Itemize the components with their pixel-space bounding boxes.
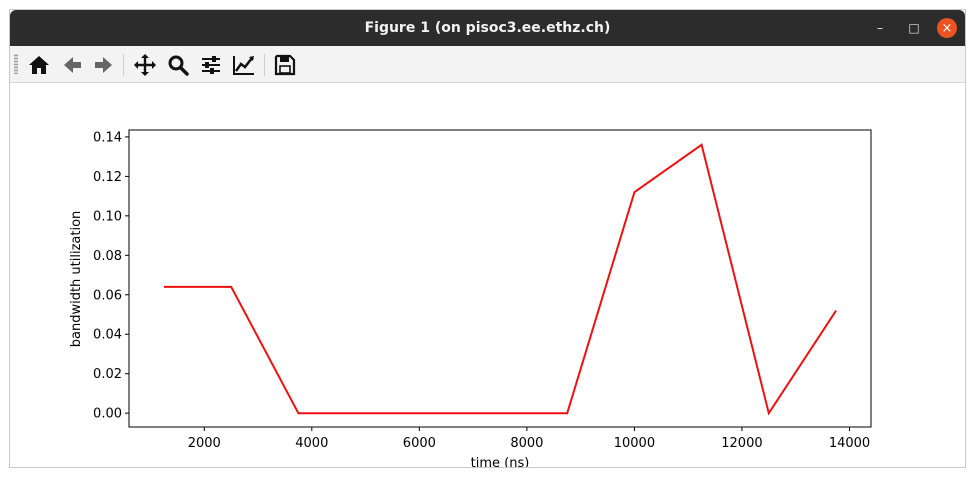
y-tick-label: 0.14	[93, 130, 122, 145]
y-tick-label: 0.12	[93, 170, 122, 185]
close-button[interactable]: ×	[937, 18, 957, 38]
line-chart[interactable]: 2000 4000 6000 8000 10000 12000 14000 0.00 0.02…	[10, 83, 966, 468]
plot-series	[163, 143, 837, 416]
home-icon	[29, 56, 49, 74]
toolbar-separator	[264, 54, 265, 76]
move-icon	[134, 54, 156, 76]
maximize-button[interactable]: □	[908, 21, 920, 35]
y-tick-label: 0.00	[93, 407, 122, 422]
save-button[interactable]	[272, 52, 298, 78]
window-title: Figure 1 (on pisoc3.ee.ethz.ch)	[364, 20, 611, 36]
y-tick-label: 0.04	[93, 328, 122, 343]
y-tick-label: 0.08	[93, 249, 122, 264]
line-chart-icon	[233, 56, 254, 75]
home-button[interactable]	[26, 52, 52, 78]
toolbar-separator	[123, 54, 124, 76]
x-axis-label: time (ns)	[471, 456, 530, 468]
x-tick-label: 4000	[295, 436, 328, 451]
edit-axis-button[interactable]	[231, 52, 257, 78]
x-tick-label: 2000	[188, 436, 221, 451]
minimize-button[interactable]: –	[877, 21, 883, 35]
pan-button[interactable]	[132, 52, 158, 78]
floppy-disk-icon	[274, 54, 296, 76]
toolbar-grip-icon[interactable]	[14, 54, 18, 74]
figure-window: Figure 1 (on pisoc3.ee.ethz.ch) – □ ×	[9, 9, 966, 468]
arrow-right-icon	[95, 57, 112, 73]
y-tick-label: 0.06	[93, 288, 122, 303]
y-axis-ticks: 0.00 0.02 0.04 0.06 0.08 0.10 0.12 0.14	[93, 130, 129, 422]
title-bar[interactable]: Figure 1 (on pisoc3.ee.ethz.ch) – □ ×	[10, 10, 965, 46]
x-tick-label: 10000	[614, 436, 655, 451]
y-axis-label: bandwidth utilization	[69, 211, 84, 348]
navigation-toolbar	[10, 46, 965, 83]
configure-subplots-button[interactable]	[198, 52, 224, 78]
series-line	[163, 143, 837, 416]
plot-canvas[interactable]: 2000 4000 6000 8000 10000 12000 14000 0.00 0.02…	[10, 83, 966, 468]
axes-frame	[128, 129, 872, 428]
x-tick-label: 14000	[829, 436, 870, 451]
back-button[interactable]	[59, 52, 85, 78]
magnifier-icon	[168, 55, 189, 76]
x-tick-label: 12000	[721, 436, 762, 451]
y-tick-label: 0.02	[93, 367, 122, 382]
forward-button[interactable]	[91, 52, 117, 78]
x-axis-ticks: 2000 4000 6000 8000 10000 12000 14000	[188, 427, 870, 451]
sliders-icon	[202, 56, 220, 74]
arrow-left-icon	[64, 57, 81, 73]
y-tick-label: 0.10	[93, 209, 122, 224]
zoom-button[interactable]	[165, 52, 191, 78]
x-tick-label: 6000	[403, 436, 436, 451]
x-tick-label: 8000	[510, 436, 543, 451]
